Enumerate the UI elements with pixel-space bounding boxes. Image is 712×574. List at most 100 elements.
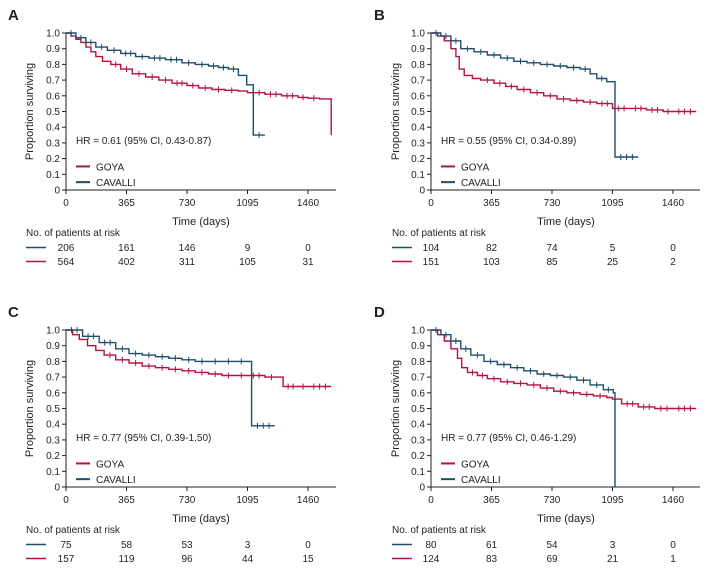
panel-label: D: [374, 304, 385, 321]
y-tick-label: 0.5: [46, 404, 60, 415]
y-tick-label: 0: [54, 483, 60, 494]
y-tick-label: 1.0: [411, 29, 425, 40]
risk-count: 103: [483, 257, 500, 268]
risk-count: 105: [239, 257, 256, 268]
x-tick-label: 1460: [662, 495, 685, 506]
y-tick-label: 0.9: [411, 44, 425, 55]
survival-curve-cavalli: [431, 329, 616, 487]
y-tick-label: 0.8: [411, 357, 425, 368]
risk-count: 1: [670, 554, 676, 565]
risk-count: 2: [670, 257, 676, 268]
risk-count: 0: [670, 243, 676, 254]
risk-count: 3: [245, 540, 251, 551]
panel-label: A: [8, 7, 19, 24]
y-tick-label: 0.3: [411, 435, 425, 446]
y-tick-label: 0.4: [46, 420, 60, 431]
x-axis-title: Time (days): [537, 513, 595, 525]
risk-table-title: No. of patients at risk: [392, 525, 487, 536]
y-tick-label: 0.7: [46, 76, 60, 87]
y-tick-label: 0.4: [46, 123, 60, 134]
censor-marks-cavalli: [435, 327, 609, 393]
y-axis-title: Proportion surviving: [24, 360, 36, 457]
y-axis-title: Proportion surviving: [24, 63, 36, 160]
x-tick-label: 730: [544, 495, 561, 506]
risk-count: 9: [245, 243, 251, 254]
risk-count: 44: [242, 554, 254, 565]
y-tick-label: 0.6: [411, 91, 425, 102]
risk-count: 124: [423, 554, 440, 565]
y-tick-label: 0.6: [411, 388, 425, 399]
x-tick-label: 730: [179, 495, 196, 506]
y-tick-label: 0.6: [46, 388, 60, 399]
risk-count: 58: [121, 540, 133, 551]
x-tick-label: 0: [428, 495, 434, 506]
y-tick-label: 0.7: [411, 76, 425, 87]
risk-count: 54: [546, 540, 558, 551]
risk-count: 3: [610, 540, 616, 551]
risk-count: 74: [546, 243, 558, 254]
x-tick-label: 0: [63, 495, 69, 506]
risk-count: 21: [607, 554, 619, 565]
x-tick-label: 1460: [297, 495, 320, 506]
panel-label: C: [8, 304, 19, 321]
y-tick-label: 0.2: [411, 451, 425, 462]
y-tick-label: 0.1: [411, 170, 425, 181]
risk-count: 15: [302, 554, 314, 565]
y-tick-label: 0.7: [411, 373, 425, 384]
risk-table-title: No. of patients at risk: [392, 228, 487, 239]
y-tick-label: 0.2: [46, 451, 60, 462]
x-tick-label: 1095: [601, 495, 624, 506]
y-tick-label: 0.5: [411, 107, 425, 118]
y-tick-label: 0.2: [411, 154, 425, 165]
y-tick-label: 0.3: [46, 138, 60, 149]
survival-curve-cavalli: [431, 32, 639, 158]
risk-count: 0: [305, 243, 311, 254]
risk-count: 104: [423, 243, 440, 254]
y-tick-label: 0.7: [46, 373, 60, 384]
y-tick-label: 0.5: [411, 404, 425, 415]
legend-label-cavalli: CAVALLI: [96, 178, 136, 189]
risk-count: 75: [60, 540, 72, 551]
y-tick-label: 0.4: [411, 420, 425, 431]
y-tick-label: 0.1: [411, 467, 425, 478]
legend-label-goya: GOYA: [96, 162, 124, 173]
censor-marks-goya: [115, 61, 315, 102]
y-tick-label: 0.9: [46, 341, 60, 352]
censor-marks-goya: [486, 77, 691, 115]
risk-count: 151: [423, 257, 440, 268]
risk-count: 0: [670, 540, 676, 551]
panel-b: B 1.0 0.9 0.8 0.7 0.6 0.5 0.4 0.3 0.2 0.1 0 Proporti…: [374, 7, 700, 268]
survival-curve-goya: [66, 32, 332, 136]
survival-curve-goya: [431, 329, 697, 410]
survival-curve-goya: [431, 32, 697, 113]
legend-label-cavalli: CAVALLI: [461, 178, 501, 189]
y-tick-label: 0.1: [46, 170, 60, 181]
legend-label-goya: GOYA: [461, 459, 489, 470]
survival-curve-cavalli: [66, 329, 275, 427]
risk-count: 161: [118, 243, 135, 254]
y-tick-label: 0.8: [46, 60, 60, 71]
panel-c: C 1.0 0.9 0.8 0.7 0.6 0.5 0.4 0.3 0.2 0.1 0 Proporti…: [8, 304, 336, 565]
hazard-ratio-text: HR = 0.61 (95% CI, 0.43-0.87): [76, 136, 211, 147]
risk-count: 206: [58, 243, 75, 254]
legend-label-cavalli: CAVALLI: [96, 475, 136, 486]
y-tick-label: 1.0: [46, 29, 60, 40]
x-tick-label: 1095: [236, 198, 259, 209]
x-axis-title: Time (days): [172, 216, 230, 228]
y-tick-label: 0.5: [46, 107, 60, 118]
y-tick-label: 1.0: [411, 326, 425, 337]
y-tick-label: 0.9: [46, 44, 60, 55]
risk-count: 53: [181, 540, 193, 551]
y-tick-label: 1.0: [46, 326, 60, 337]
risk-count: 85: [546, 257, 558, 268]
x-tick-label: 1095: [236, 495, 259, 506]
risk-count: 5: [610, 243, 616, 254]
hazard-ratio-text: HR = 0.77 (95% CI, 0.46-1.29): [441, 433, 576, 444]
legend-label-goya: GOYA: [461, 162, 489, 173]
y-axis-title: Proportion surviving: [390, 63, 402, 160]
risk-count: 82: [486, 243, 498, 254]
panel-a: A 1.0 0.9 0.8 0.7 0.6 0.5 0.4 0.3 0.2 0.1 0 Proporti…: [8, 7, 336, 268]
legend-label-cavalli: CAVALLI: [461, 475, 501, 486]
survival-curve-goya: [66, 329, 332, 388]
risk-count: 311: [179, 257, 195, 268]
